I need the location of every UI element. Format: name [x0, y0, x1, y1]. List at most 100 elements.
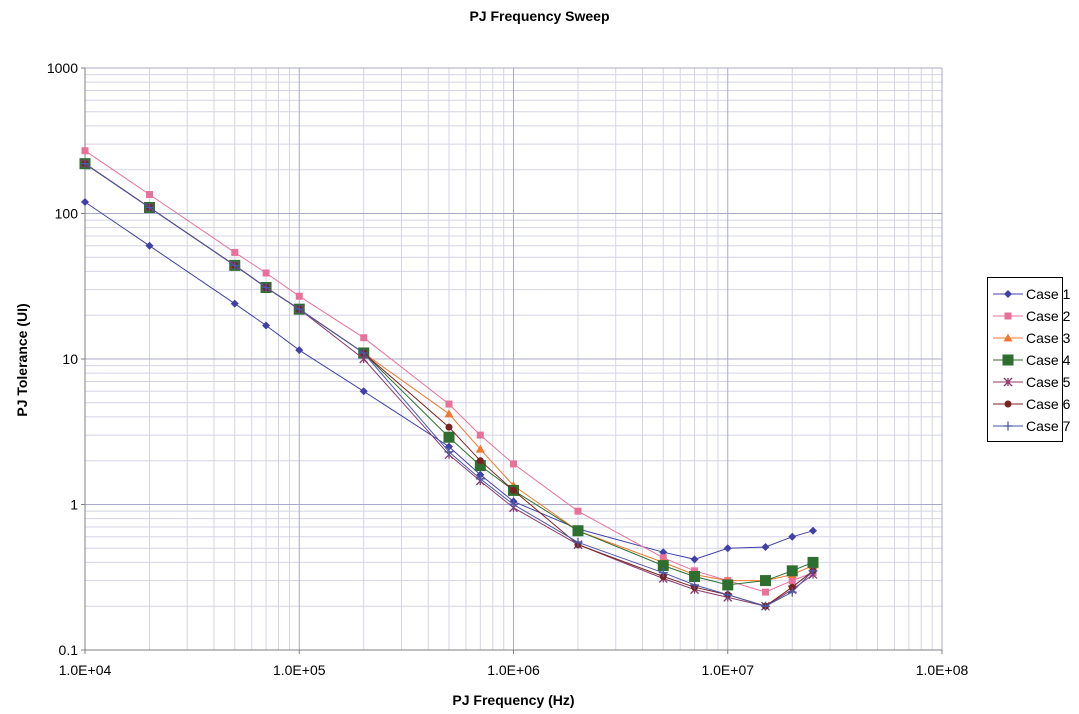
legend-marker — [1003, 421, 1013, 431]
data-point — [230, 299, 239, 308]
legend: Case 1 Case 2 Case 3 Case 4 Case 5 Case 6 Case… — [987, 277, 1070, 442]
data-point — [81, 197, 89, 206]
x-tick-label: 1.0E+08 — [916, 662, 969, 678]
data-point — [474, 460, 486, 472]
data-point — [689, 571, 701, 583]
data-point — [808, 566, 818, 576]
data-point — [262, 269, 270, 277]
x-tick-label: 1.0E+04 — [59, 662, 112, 678]
legend-item: Case 6 — [988, 394, 1070, 414]
data-point — [787, 587, 797, 597]
data-point — [444, 447, 454, 457]
data-point — [476, 457, 484, 465]
data-point — [690, 555, 699, 564]
legend-swatch — [993, 290, 1023, 298]
chart-title: PJ Frequency Sweep — [469, 8, 610, 24]
legend-marker — [1004, 312, 1012, 320]
legend-item: Case 2 — [988, 306, 1070, 326]
legend-swatch — [993, 421, 1023, 431]
legend-item: Case 1 — [988, 284, 1070, 304]
data-point — [445, 423, 453, 431]
data-point — [294, 304, 304, 314]
data-point — [788, 583, 796, 591]
data-point — [476, 431, 484, 439]
legend-marker — [1004, 290, 1012, 298]
data-point — [230, 260, 240, 270]
legend-swatch — [993, 377, 1023, 387]
data-point — [360, 334, 368, 342]
series-line — [84, 201, 814, 560]
data-point — [445, 400, 453, 408]
legend-item: Case 3 — [988, 328, 1070, 348]
legend-marker — [1003, 333, 1013, 342]
data-point — [475, 444, 485, 453]
data-point — [788, 577, 796, 585]
y-tick-label: 100 — [55, 206, 79, 222]
legend-swatch — [993, 312, 1023, 320]
data-point — [359, 348, 369, 358]
data-point — [761, 588, 769, 596]
data-point — [761, 543, 770, 552]
data-point — [809, 526, 818, 535]
data-point — [295, 292, 303, 300]
data-point — [759, 575, 771, 587]
data-point — [807, 556, 819, 568]
data-point — [572, 525, 584, 537]
data-point — [657, 560, 669, 572]
data-point — [231, 248, 239, 256]
data-point — [445, 442, 454, 451]
data-point — [81, 147, 89, 155]
y-axis-label: PJ Tolerance (UI) — [14, 303, 30, 417]
legend-swatch — [993, 333, 1023, 342]
legend-item: Case 4 — [988, 350, 1070, 370]
data-point — [509, 500, 518, 509]
data-point — [510, 486, 517, 494]
data-point — [786, 565, 798, 577]
data-point — [475, 474, 485, 484]
legend-item: Case 5 — [988, 372, 1070, 392]
data-point — [144, 202, 154, 212]
data-point — [145, 241, 154, 250]
x-axis-label: PJ Frequency (Hz) — [452, 692, 575, 708]
series-line — [84, 163, 814, 607]
x-tick-label: 1.0E+06 — [487, 662, 540, 678]
legend-label: Case 3 — [1026, 330, 1071, 346]
y-tick-label: 1 — [70, 497, 78, 513]
legend-label: Case 4 — [1026, 352, 1071, 368]
data-point — [723, 544, 732, 553]
data-point — [690, 580, 700, 590]
data-point — [723, 590, 733, 600]
legend-marker — [1002, 354, 1014, 366]
data-point — [722, 579, 734, 591]
data-point — [510, 460, 517, 468]
y-tick-label: 10 — [62, 351, 78, 367]
legend-label: Case 7 — [1026, 418, 1071, 434]
legend-swatch — [993, 400, 1023, 408]
data-point — [443, 431, 455, 443]
data-point — [574, 507, 582, 515]
series-7 — [80, 159, 818, 611]
data-point — [359, 387, 368, 396]
data-point — [261, 283, 271, 293]
series-line — [84, 150, 814, 593]
legend-label: Case 5 — [1026, 374, 1071, 390]
legend-label: Case 1 — [1026, 286, 1071, 302]
data-point — [573, 537, 583, 547]
data-point — [658, 568, 668, 578]
legend-label: Case 6 — [1026, 396, 1071, 412]
data-point — [262, 321, 271, 330]
data-point — [80, 159, 90, 169]
legend-marker — [1004, 400, 1012, 408]
data-point — [295, 346, 304, 355]
data-point — [659, 554, 667, 562]
data-point — [145, 191, 153, 199]
legend-label: Case 2 — [1026, 308, 1071, 324]
legend-swatch — [993, 354, 1023, 366]
y-tick-label: 0.1 — [59, 642, 79, 658]
data-point — [760, 601, 770, 611]
data-point — [444, 409, 454, 418]
data-point — [659, 548, 668, 557]
legend-item: Case 7 — [988, 416, 1070, 436]
